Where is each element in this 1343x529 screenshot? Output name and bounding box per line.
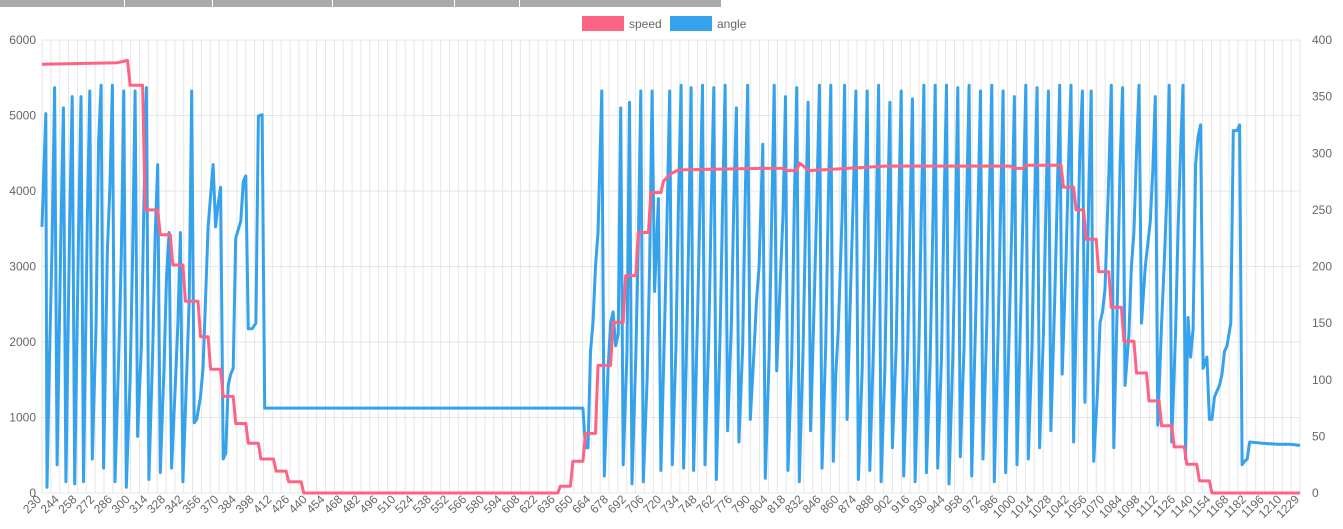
legend-swatch-angle[interactable] xyxy=(670,16,712,31)
y-left-tick-label: 4000 xyxy=(9,184,36,198)
series-line-angle xyxy=(40,83,1301,489)
tab-segment[interactable] xyxy=(0,0,125,7)
y-left-tick-label: 6000 xyxy=(9,33,36,47)
tab-segment[interactable] xyxy=(213,0,333,7)
y-right-tick-label: 350 xyxy=(1312,90,1332,104)
y-right-tick-label: 0 xyxy=(1312,486,1319,500)
tab-segment[interactable] xyxy=(520,0,722,7)
y-right-tick-label: 200 xyxy=(1312,260,1332,274)
legend-label-angle[interactable]: angle xyxy=(717,17,747,31)
tab-segment[interactable] xyxy=(455,0,520,7)
y-left-tick-label: 3000 xyxy=(9,260,36,274)
y-left-tick-label: 1000 xyxy=(9,411,36,425)
y-left-tick-label: 5000 xyxy=(9,109,36,123)
y-right-tick-label: 400 xyxy=(1312,33,1332,47)
y-left-tick-label: 2000 xyxy=(9,335,36,349)
tab-segment[interactable] xyxy=(333,0,455,7)
series-lines xyxy=(40,58,1301,495)
y-axis-left: 0 1000 2000 3000 4000 5000 6000 xyxy=(9,33,36,500)
y-left-tick-label: 0 xyxy=(29,486,36,500)
y-right-tick-label: 300 xyxy=(1312,146,1332,160)
y-right-tick-label: 250 xyxy=(1312,203,1332,217)
y-right-tick-label: 50 xyxy=(1312,429,1326,443)
x-axis: 2302442582722863003143283423563703843984… xyxy=(20,492,1302,521)
tab-strip xyxy=(0,0,722,7)
series-line-speed xyxy=(41,58,1300,495)
legend-swatch-speed[interactable] xyxy=(582,16,624,31)
tab-segment[interactable] xyxy=(125,0,213,7)
y-right-tick-label: 150 xyxy=(1312,316,1332,330)
y-axis-right: 0 50 100 150 200 250 300 350 400 xyxy=(1312,33,1332,500)
y-right-tick-label: 100 xyxy=(1312,373,1332,387)
chart-legend[interactable]: speed angle xyxy=(582,16,747,31)
legend-label-speed[interactable]: speed xyxy=(629,17,662,31)
